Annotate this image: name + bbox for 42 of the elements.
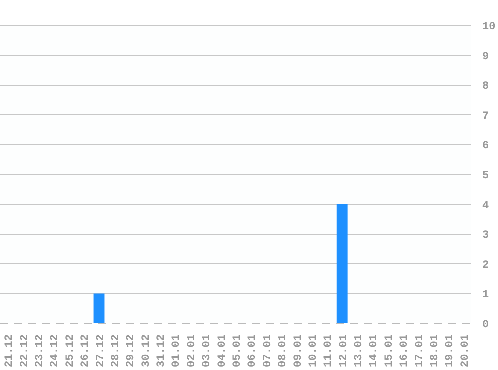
- y-tick-label: 2: [482, 260, 490, 272]
- x-tick-label: 10.01: [308, 334, 320, 368]
- x-tick-label: 06.01: [247, 334, 260, 368]
- x-tick-label: 30.12: [140, 334, 153, 368]
- x-tick-label: 23.12: [34, 334, 46, 368]
- y-tick-label: 1: [482, 290, 490, 302]
- x-tick-label: 09.01: [292, 334, 305, 368]
- y-tick-label: 6: [482, 140, 490, 153]
- x-tick-label: 31.12: [156, 334, 168, 368]
- x-tick-label: 29.12: [126, 334, 138, 368]
- x-tick-label: 13.01: [354, 334, 366, 368]
- x-tick-label: 15.01: [384, 334, 396, 368]
- y-tick-label: 10: [482, 22, 496, 34]
- y-tick-label: 9: [482, 51, 490, 64]
- x-tick-label: 19.01: [444, 334, 457, 368]
- y-tick-label: 5: [482, 170, 490, 182]
- x-tick-label: 04.01: [216, 334, 229, 368]
- x-tick-label: 07.01: [262, 334, 274, 368]
- x-tick-label: 22.12: [19, 334, 32, 368]
- y-tick-label: 3: [482, 230, 490, 242]
- x-tick-label: 24.12: [50, 334, 62, 368]
- x-tick-label: 20.01: [460, 334, 472, 368]
- x-tick-label: 02.01: [186, 334, 198, 368]
- y-tick-label: 8: [482, 81, 490, 94]
- x-tick-label: 12.01: [338, 334, 350, 368]
- x-tick-label: 28.12: [110, 334, 122, 368]
- y-tick-label: 7: [482, 110, 490, 123]
- x-tick-label: 11.01: [323, 334, 336, 368]
- y-tick-label: 0: [482, 320, 490, 332]
- x-tick-label: 16.01: [399, 334, 412, 368]
- x-tick-label: 21.12: [4, 334, 16, 368]
- x-tick-label: 08.01: [278, 334, 290, 368]
- x-tick-label: 18.01: [430, 334, 442, 368]
- x-tick-label: 01.01: [171, 334, 184, 368]
- x-tick-label: 03.01: [202, 334, 214, 368]
- x-tick-label: 27.12: [95, 334, 108, 368]
- x-tick-label: 25.12: [64, 334, 77, 368]
- x-tick-label: 14.01: [368, 334, 381, 368]
- x-tick-label: 26.12: [80, 334, 92, 368]
- x-tick-label: 05.01: [232, 334, 244, 368]
- x-tick-label: 17.01: [414, 334, 426, 368]
- y-tick-label: 4: [482, 200, 490, 212]
